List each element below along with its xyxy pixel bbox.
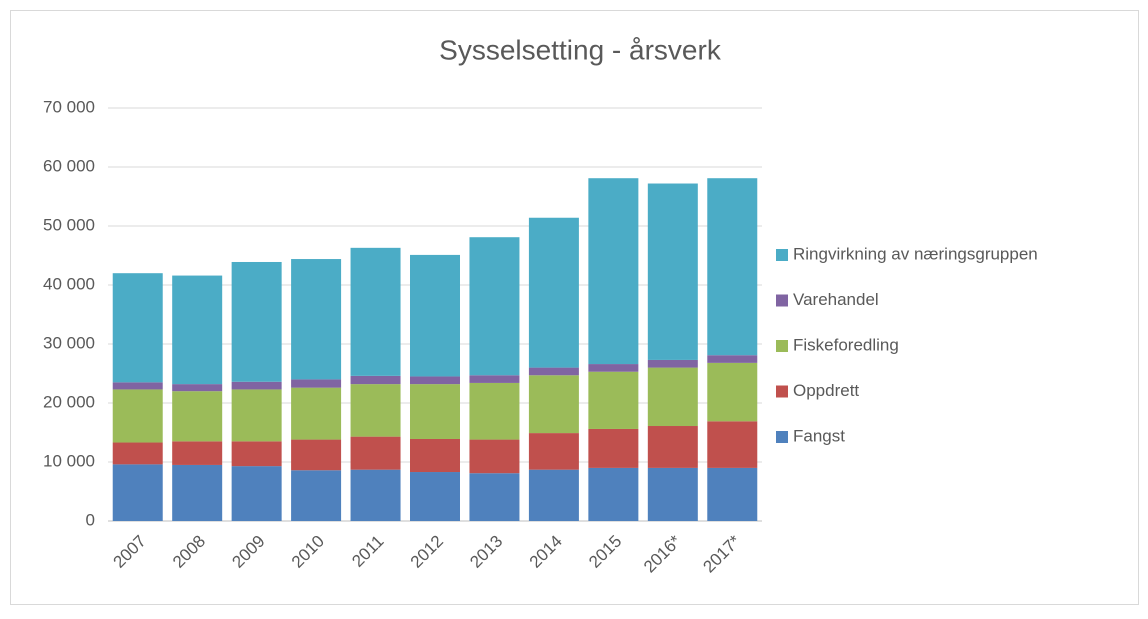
bar-segment: [469, 382, 520, 440]
y-tick-label: 60 000: [43, 156, 95, 175]
bar-segment: [350, 384, 401, 437]
bar-segment: [647, 426, 698, 468]
bar-segment: [469, 473, 520, 521]
legend-label: Oppdrett: [793, 381, 859, 400]
legend-label: Fiskeforedling: [793, 335, 899, 354]
bar-segment: [172, 384, 223, 392]
bar-segment: [588, 364, 639, 372]
bar-segment: [350, 375, 401, 385]
legend-label: Varehandel: [793, 290, 879, 309]
bar-segment: [231, 261, 282, 382]
bar-segment: [291, 470, 342, 521]
bar-segment: [291, 439, 342, 471]
bar-segment: [172, 441, 223, 465]
bar-segment: [410, 472, 460, 521]
legend-swatch: [776, 340, 788, 352]
legend-swatch: [776, 249, 788, 261]
bar-segment: [469, 375, 520, 383]
y-tick-label: 70 000: [43, 97, 95, 116]
bar-segment: [707, 355, 758, 363]
bar-segment: [231, 389, 282, 442]
bar-segment: [707, 178, 758, 356]
legend-swatch: [776, 294, 788, 307]
legend-label: Fangst: [793, 426, 845, 445]
bar-segment: [469, 237, 520, 376]
y-tick-label: 40 000: [43, 274, 95, 293]
legend-swatch: [776, 385, 788, 398]
bar-segment: [647, 359, 698, 368]
bar-segment: [588, 467, 639, 521]
bar-segment: [112, 389, 163, 443]
bar-segment: [350, 247, 401, 376]
y-tick-label: 10 000: [43, 451, 95, 470]
y-tick-label: 20 000: [43, 392, 95, 411]
bar-segment: [528, 375, 579, 434]
bar-segment: [707, 362, 758, 422]
bar-segment: [410, 376, 460, 385]
y-tick-label: 0: [86, 510, 95, 529]
bar-segment: [647, 467, 698, 521]
bar-segment: [172, 464, 223, 521]
bar-segment: [588, 371, 639, 429]
bar-segment: [112, 442, 163, 465]
bar-segment: [528, 367, 579, 376]
bar-segment: [291, 379, 342, 388]
bar-segment: [528, 433, 579, 470]
bar-segment: [469, 439, 520, 474]
bar-segment: [588, 428, 639, 468]
legend-swatch: [776, 431, 788, 443]
bar-segment: [231, 381, 282, 390]
bar-segment: [707, 421, 758, 468]
bar-segment: [231, 466, 282, 521]
bar-segment: [350, 436, 401, 470]
bar-segment: [410, 384, 460, 439]
bar-segment: [588, 178, 639, 365]
bar-segment: [707, 467, 758, 521]
bar-segment: [291, 387, 342, 440]
bar-segment: [172, 275, 223, 385]
bar-segment: [528, 217, 579, 368]
bar-segment: [647, 367, 698, 427]
bar-segment: [172, 391, 223, 442]
bar-segment: [410, 254, 460, 377]
bar-segment: [112, 382, 163, 390]
bar-segment: [350, 469, 401, 521]
bar-segment: [291, 259, 342, 380]
bar-segment: [647, 183, 698, 360]
bar-segment: [112, 273, 163, 383]
bar-segment: [410, 438, 460, 473]
y-tick-label: 30 000: [43, 333, 95, 352]
bar-segment: [528, 469, 579, 521]
legend-label: Ringvirkning av næringsgruppen: [793, 244, 1038, 263]
chart-title: Sysselsetting - årsverk: [439, 34, 722, 65]
bar-segment: [231, 441, 282, 467]
bar-segment: [112, 464, 163, 521]
y-tick-label: 50 000: [43, 215, 95, 234]
